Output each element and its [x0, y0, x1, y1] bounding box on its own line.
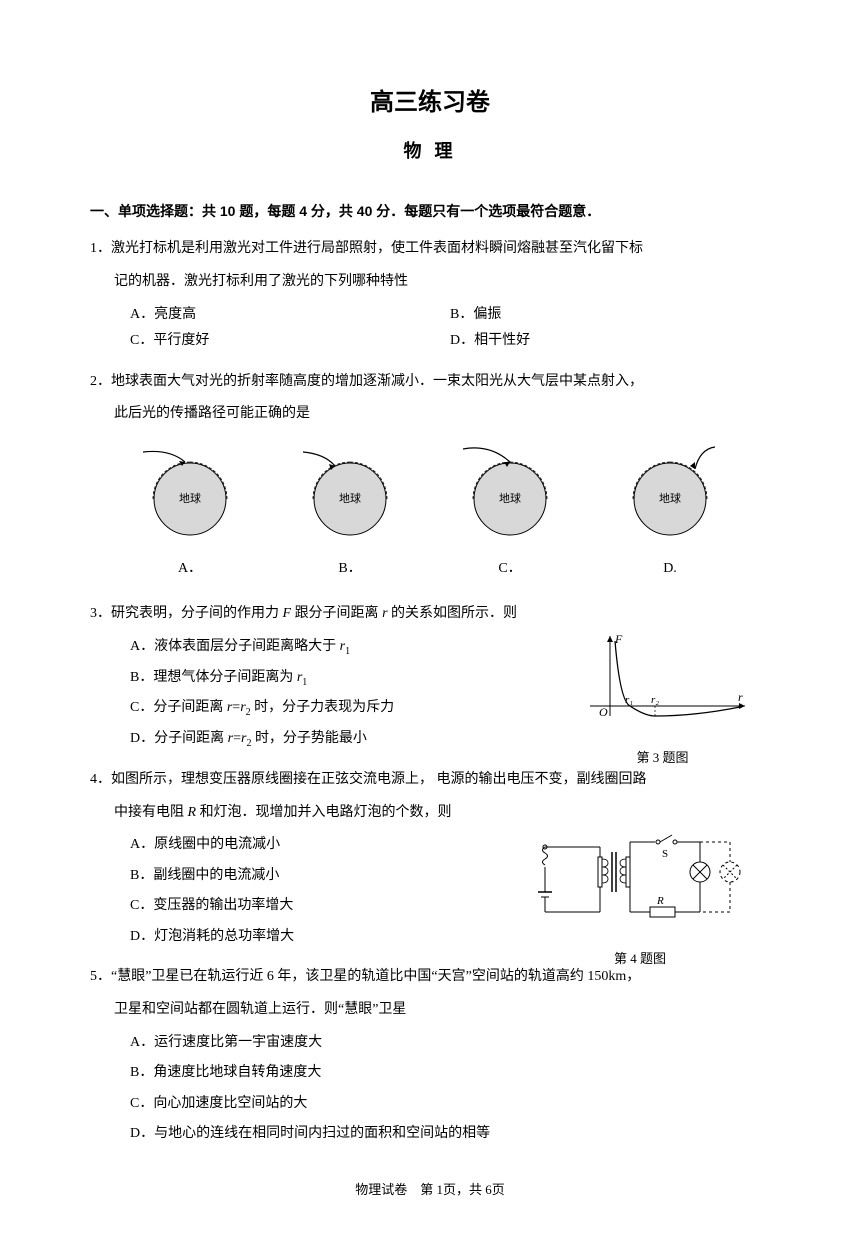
earth-icon-c: 地球 [455, 444, 565, 539]
section-header: 一、单项选择题：共 10 题，每题 4 分，共 40 分．每题只有一个选项最符合… [90, 198, 770, 225]
q2-label-c: C． [455, 556, 565, 583]
question-3: 3．研究表明，分子间的作用力 F 跟分子间距离 r 的关系如图所示．则 A．液体… [90, 601, 770, 753]
svg-text:r₁: r₁ [625, 694, 633, 706]
q2-diagram-c: 地球 C． [455, 444, 565, 582]
svg-text:R: R [656, 895, 664, 907]
q4-text-2: 中接有电阻 R 和灯泡．现增加并入电路灯泡的个数，则 [90, 800, 770, 827]
q2-label-b: B． [295, 556, 405, 583]
q3-graph: F O r r₁ r₂ 第 3 题图 [575, 631, 750, 770]
svg-text:地球: 地球 [499, 491, 521, 505]
q5-opt-a: A．运行速度比第一宇宙速度大 [130, 1030, 770, 1057]
page-subtitle: 物 理 [90, 134, 770, 168]
q2-label-a: A． [135, 556, 245, 583]
svg-text:S: S [662, 848, 668, 860]
question-2: 2．地球表面大气对光的折射率随高度的增加逐渐减小．一束太阳光从大气层中某点射入，… [90, 369, 770, 587]
q5-opt-d: D．与地心的连线在相同时间内扫过的面积和空间站的相等 [130, 1121, 770, 1148]
earth-icon-d: 地球 [615, 444, 725, 539]
svg-text:地球: 地球 [339, 491, 361, 505]
q2-label-d: D. [615, 556, 725, 583]
question-4: 4．如图所示，理想变压器原线圈接在正弦交流电源上， 电源的输出电压不变，副线圈回… [90, 767, 770, 951]
svg-text:O: O [599, 705, 608, 719]
q1-opt-b: B．偏振 [450, 302, 770, 329]
q1-text-2: 记的机器．激光打标利用了激光的下列哪种特性 [90, 269, 770, 296]
page-title: 高三练习卷 [90, 80, 770, 126]
q5-text: 5．“慧眼”卫星已在轨运行近 6 年，该卫星的轨道比中国“天宫”空间站的轨道高约… [90, 964, 770, 991]
circuit-icon: S R [530, 827, 750, 932]
q2-diagrams: 地球 A． 地球 B． 地球 C． [90, 434, 770, 587]
svg-text:r₂: r₂ [651, 694, 659, 706]
q4-text: 4．如图所示，理想变压器原线圈接在正弦交流电源上， 电源的输出电压不变，副线圈回… [90, 767, 770, 794]
earth-icon-b: 地球 [295, 444, 405, 539]
svg-text:F: F [614, 632, 623, 646]
svg-text:r: r [738, 690, 743, 704]
q2-text: 2．地球表面大气对光的折射率随高度的增加逐渐减小．一束太阳光从大气层中某点射入， [90, 369, 770, 396]
q5-opt-b: B．角速度比地球自转角速度大 [130, 1060, 770, 1087]
earth-icon-a: 地球 [135, 444, 245, 539]
q2-diagram-b: 地球 B． [295, 444, 405, 582]
q5-opt-c: C．向心加速度比空间站的大 [130, 1091, 770, 1118]
q1-opt-a: A．亮度高 [130, 302, 450, 329]
q5-text-2: 卫星和空间站都在圆轨道上运行．则“慧眼”卫星 [90, 997, 770, 1024]
q1-opt-d: D．相干性好 [450, 328, 770, 355]
force-graph-icon: F O r r₁ r₂ [575, 631, 750, 731]
question-1: 1．激光打标机是利用激光对工件进行局部照射，使工件表面材料瞬间熔融甚至汽化留下标… [90, 236, 770, 354]
q2-diagram-a: 地球 A． [135, 444, 245, 582]
q3-text: 3．研究表明，分子间的作用力 F 跟分子间距离 r 的关系如图所示．则 [90, 601, 770, 628]
q1-text: 1．激光打标机是利用激光对工件进行局部照射，使工件表面材料瞬间熔融甚至汽化留下标 [90, 236, 770, 263]
q1-opt-c: C．平行度好 [130, 328, 450, 355]
q4-circuit: S R 第 4 题图 [530, 827, 750, 971]
svg-text:地球: 地球 [179, 491, 201, 505]
q2-text-2: 此后光的传播路径可能正确的是 [90, 401, 770, 428]
svg-text:地球: 地球 [659, 491, 681, 505]
question-5: 5．“慧眼”卫星已在轨运行近 6 年，该卫星的轨道比中国“天宫”空间站的轨道高约… [90, 964, 770, 1148]
q2-diagram-d: 地球 D. [615, 444, 725, 582]
page-footer: 物理试卷 第 1页，共 6页 [90, 1178, 770, 1203]
